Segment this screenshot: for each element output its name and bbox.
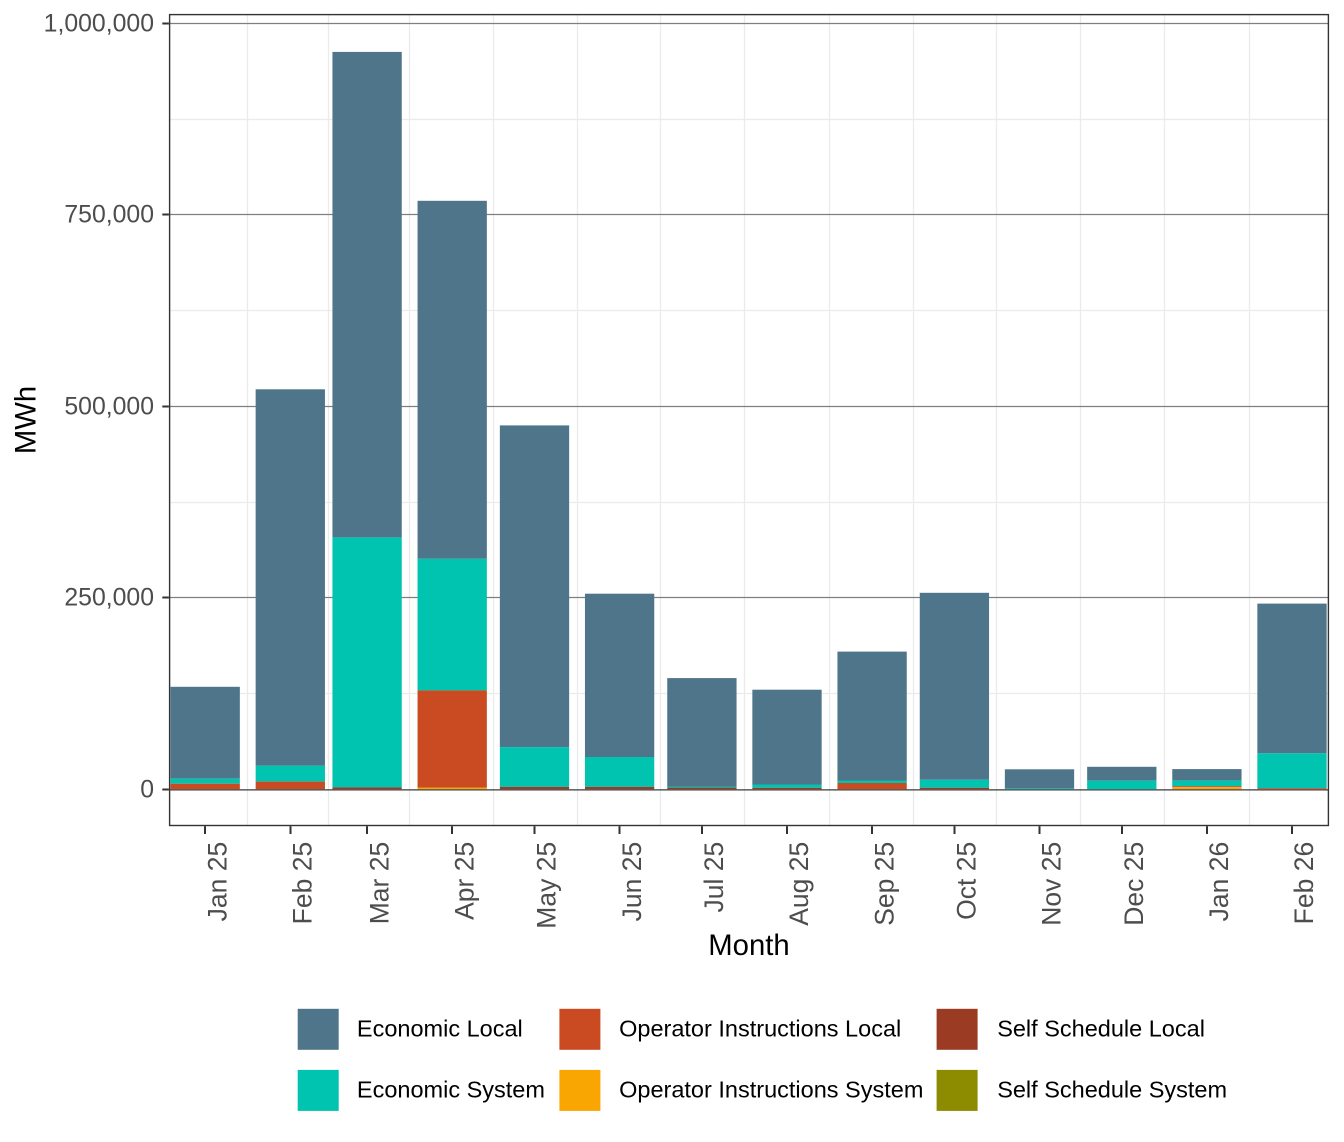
- svg-text:Operator Instructions System: Operator Instructions System: [619, 1077, 923, 1103]
- svg-text:MWh: MWh: [10, 386, 43, 454]
- svg-text:Feb 25: Feb 25: [288, 842, 318, 925]
- svg-text:Economic Local: Economic Local: [357, 1016, 523, 1042]
- svg-text:Mar 25: Mar 25: [364, 842, 394, 924]
- svg-text:Month: Month: [708, 929, 789, 962]
- svg-text:250,000: 250,000: [64, 585, 154, 612]
- svg-text:Feb 26: Feb 26: [1289, 842, 1319, 925]
- svg-text:Jan 25: Jan 25: [202, 842, 232, 922]
- svg-text:Aug 25: Aug 25: [784, 842, 814, 926]
- svg-text:500,000: 500,000: [64, 394, 154, 421]
- svg-text:Dec 25: Dec 25: [1119, 842, 1149, 926]
- svg-text:0: 0: [140, 777, 154, 804]
- svg-text:Nov 25: Nov 25: [1037, 842, 1067, 926]
- svg-text:Jul 25: Jul 25: [699, 842, 729, 913]
- svg-text:Economic System: Economic System: [357, 1077, 545, 1103]
- svg-text:May 25: May 25: [532, 842, 562, 929]
- svg-text:Operator Instructions Local: Operator Instructions Local: [619, 1016, 901, 1042]
- svg-text:Jan 26: Jan 26: [1204, 842, 1234, 922]
- svg-text:Self Schedule Local: Self Schedule Local: [997, 1016, 1205, 1042]
- svg-text:Jun 25: Jun 25: [617, 842, 647, 922]
- svg-text:Sep 25: Sep 25: [869, 842, 899, 926]
- svg-text:Oct 25: Oct 25: [952, 842, 982, 920]
- svg-text:Self Schedule System: Self Schedule System: [997, 1077, 1227, 1103]
- svg-text:Apr 25: Apr 25: [449, 842, 479, 920]
- svg-text:750,000: 750,000: [64, 202, 154, 229]
- svg-text:1,000,000: 1,000,000: [44, 11, 154, 38]
